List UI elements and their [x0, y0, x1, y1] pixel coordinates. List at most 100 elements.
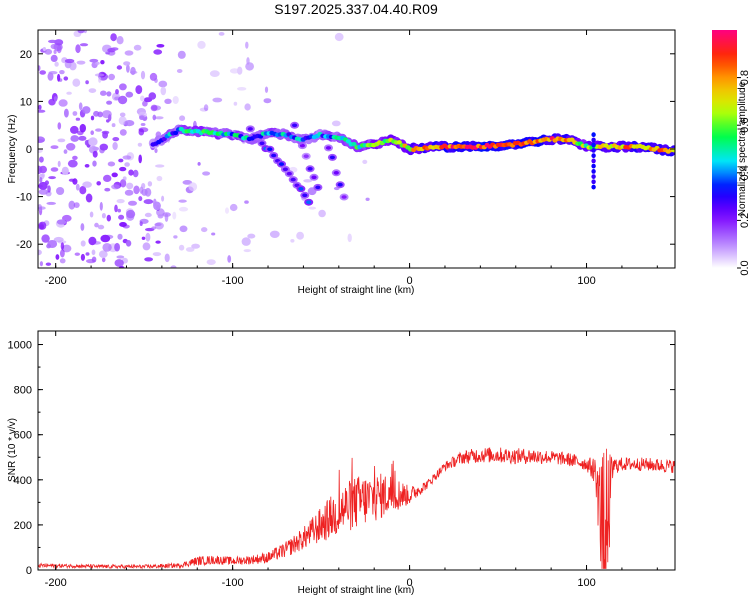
figure-title: S197.2025.337.04.40.R09 — [274, 1, 438, 17]
spectrogram-noise-blob — [45, 262, 52, 266]
spectrogram-noise-blob — [246, 57, 250, 65]
spectrogram-noise-blob — [47, 240, 58, 248]
spectrogram-noise-blob — [102, 243, 112, 252]
spectrogram-noise-blob — [138, 128, 145, 136]
spectrogram-noise-blob — [82, 181, 92, 188]
spectrogram-noise-blob — [57, 122, 62, 130]
spectrogram-noise-blob — [82, 106, 91, 114]
spectrogram-noise-blob — [119, 83, 127, 91]
spectrogram-noise-blob — [247, 233, 256, 239]
spectrogram-noise-blob — [140, 70, 146, 80]
spectrogram-noise-blob — [144, 212, 152, 218]
spectrogram-noise-blob — [72, 178, 78, 185]
spectrogram-noise-blob — [147, 181, 153, 187]
spectrogram-noise-blob — [39, 70, 46, 75]
spectrogram-noise-blob — [38, 104, 42, 110]
spectrogram-noise-blob — [56, 219, 67, 225]
spectrogram-noise-blob — [211, 232, 216, 236]
spectrogram-noise-blob — [58, 99, 68, 107]
spectrogram-noise-blob — [57, 73, 61, 82]
spectrogram-noise-blob — [158, 80, 168, 88]
spectrogram-noise-blob — [114, 242, 120, 252]
spectrogram-noise-blob — [179, 115, 186, 121]
spectrogram-noise-blob — [139, 221, 143, 227]
spectrogram-noise-blob — [140, 123, 146, 126]
snr-series-line — [38, 447, 675, 570]
spectrogram-branch-blob — [286, 171, 292, 176]
spectrogram-ridge-blob — [351, 142, 357, 147]
snr-y-ticks: 0 200 400 600 800 1000 — [8, 340, 675, 577]
snr-y-tick-label: 200 — [14, 520, 32, 532]
spectrogram-branch-blob — [307, 167, 313, 171]
spectrogram-noise-blob — [155, 240, 161, 244]
spectrogram-branch-blob — [298, 187, 304, 191]
spectrogram-noise-blob — [172, 211, 177, 220]
spectrogram-noise-blob — [101, 213, 106, 219]
spectrogram-noise-blob — [99, 201, 103, 211]
spectrogram-noise-field — [38, 30, 370, 268]
spectrogram-noise-blob — [79, 43, 89, 47]
spectrogram-streak-blob — [591, 174, 596, 180]
spectrogram-ridge — [148, 121, 675, 206]
spectrogram-noise-blob — [148, 92, 157, 100]
spectrogram-noise-blob — [92, 160, 97, 167]
spectrogram-noise-blob — [50, 167, 59, 172]
spectrogram-noise-blob — [122, 155, 132, 160]
spectrogram-noise-blob — [122, 176, 127, 181]
spectrogram-noise-blob — [38, 181, 48, 190]
spectrogram-noise-blob — [164, 213, 169, 222]
spectrogram-noise-blob — [212, 97, 223, 103]
spectrogram-noise-blob — [161, 195, 165, 202]
spectrogram-noise-blob — [206, 259, 216, 265]
spectrogram-noise-blob — [197, 162, 201, 166]
spectrogram-noise-blob — [110, 33, 117, 42]
spectrogram-noise-blob — [53, 96, 58, 102]
spectrogram-noise-blob — [154, 222, 162, 227]
spectrogram-noise-blob — [79, 186, 87, 195]
spectrogram-noise-blob — [153, 201, 161, 211]
spectrogram-noise-blob — [80, 253, 85, 261]
spectrogram-noise-blob — [44, 48, 53, 55]
spectrogram-noise-blob — [76, 60, 86, 65]
spectrogram-noise-blob — [112, 137, 120, 142]
spectrogram-streak-blob — [591, 137, 596, 143]
spectrogram-y-tick-label: 0 — [26, 144, 32, 156]
spectrogram-noise-blob — [125, 240, 132, 247]
colorbar-ticks: 0.0 0.2 0.4 0.6 0.8 — [737, 70, 750, 276]
spectrogram-noise-blob — [61, 166, 69, 176]
spectrogram-branch-blob — [247, 127, 253, 131]
spectrogram-noise-blob — [38, 189, 49, 195]
spectrogram-noise-blob — [133, 44, 142, 51]
spectrogram-noise-blob — [102, 110, 112, 119]
spectrogram-noise-blob — [331, 120, 341, 127]
spectrogram-noise-blob — [119, 112, 126, 117]
spectrogram-noise-blob — [116, 36, 124, 45]
spectrogram-noise-blob — [48, 71, 58, 75]
spectrogram-noise-blob — [39, 177, 43, 183]
spectrogram-noise-blob — [97, 224, 105, 230]
spectrogram-branch-blob — [259, 141, 265, 146]
spectrogram-noise-blob — [142, 100, 148, 107]
spectrogram-noise-blob — [48, 98, 56, 106]
spectrogram-noise-blob — [191, 243, 201, 249]
spectrogram-noise-blob — [99, 143, 109, 151]
colorbar-label: Normalized spectral amplitude — [737, 81, 748, 216]
spectrogram-noise-blob — [347, 233, 352, 243]
colorbar-tick-label: 0.2 — [739, 213, 750, 228]
spectrogram-branch-blob — [282, 167, 288, 172]
spectrogram-y-ticks: -20 -10 0 10 20 — [16, 49, 675, 251]
spectrogram-noise-blob — [98, 76, 102, 83]
spectrogram-noise-blob — [59, 70, 65, 75]
spectrogram-noise-blob — [90, 115, 95, 121]
spectrogram-noise-blob — [60, 249, 65, 258]
spectrogram-x-tick-label: 100 — [577, 275, 595, 287]
spectrogram-noise-blob — [60, 242, 65, 250]
spectrogram-noise-blob — [103, 174, 112, 182]
spectrogram-noise-blob — [116, 65, 123, 70]
snr-x-tick-label: 100 — [577, 577, 595, 589]
snr-frame — [37, 330, 676, 571]
spectrogram-noise-blob — [140, 95, 145, 102]
spectrogram-branch-blob — [292, 123, 298, 128]
spectrogram-noise-blob — [303, 179, 313, 183]
